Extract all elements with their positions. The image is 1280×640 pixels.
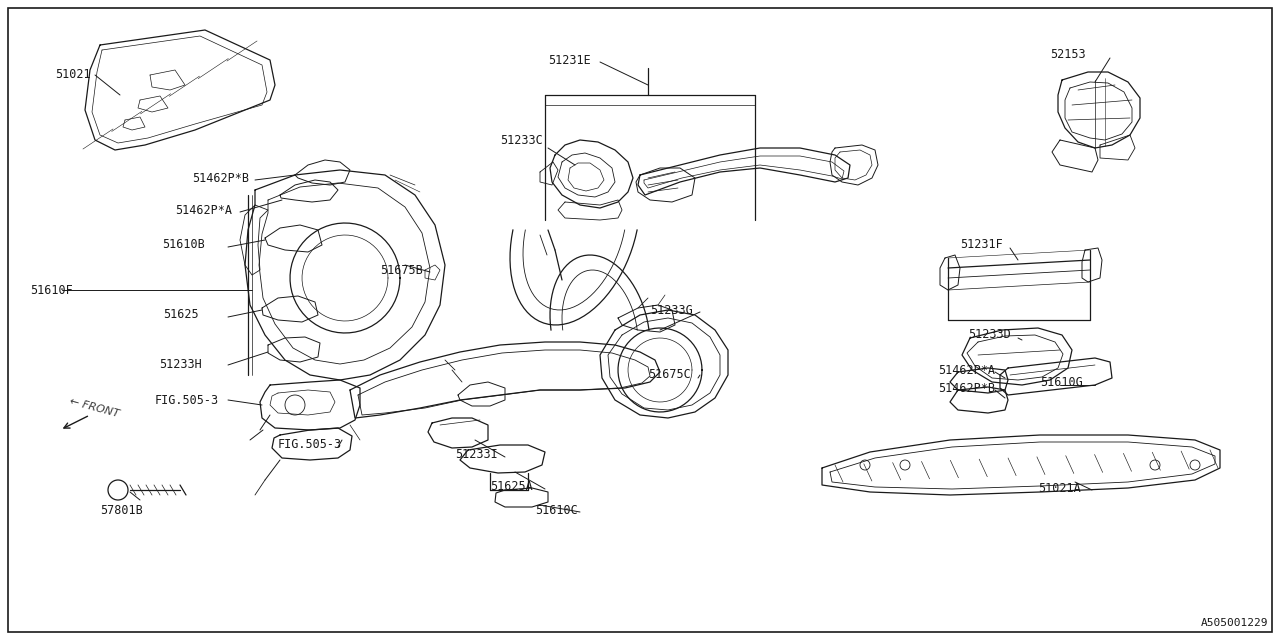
Text: A505001229: A505001229 — [1201, 618, 1268, 628]
Text: 51625A: 51625A — [490, 481, 532, 493]
Text: 51610C: 51610C — [535, 504, 577, 516]
Text: 51625: 51625 — [163, 308, 198, 321]
Text: FIG.505-3: FIG.505-3 — [155, 394, 219, 406]
Text: 57801B: 57801B — [100, 504, 143, 516]
Text: 51610B: 51610B — [163, 239, 205, 252]
Text: 51675B: 51675B — [380, 264, 422, 276]
Text: 51610G: 51610G — [1039, 376, 1083, 388]
Text: 51462P*A: 51462P*A — [175, 204, 232, 216]
Text: 51233G: 51233G — [650, 303, 692, 317]
Text: 51233I: 51233I — [454, 449, 498, 461]
Text: 51021A: 51021A — [1038, 481, 1080, 495]
Text: ← FRONT: ← FRONT — [68, 397, 120, 419]
Text: 51233C: 51233C — [500, 134, 543, 147]
Text: 51231F: 51231F — [960, 239, 1002, 252]
Text: 51462P*B: 51462P*B — [938, 381, 995, 394]
Text: 51675C: 51675C — [648, 369, 691, 381]
Text: 51462P*B: 51462P*B — [192, 172, 250, 184]
Text: 51233H: 51233H — [159, 358, 202, 371]
Text: 52153: 52153 — [1050, 49, 1085, 61]
Text: 51233D: 51233D — [968, 328, 1011, 342]
Text: 51462P*A: 51462P*A — [938, 364, 995, 376]
Text: 51231E: 51231E — [548, 54, 591, 67]
Text: 51021: 51021 — [55, 68, 91, 81]
Text: 51610F: 51610F — [29, 284, 73, 296]
Text: FIG.505-3: FIG.505-3 — [278, 438, 342, 451]
